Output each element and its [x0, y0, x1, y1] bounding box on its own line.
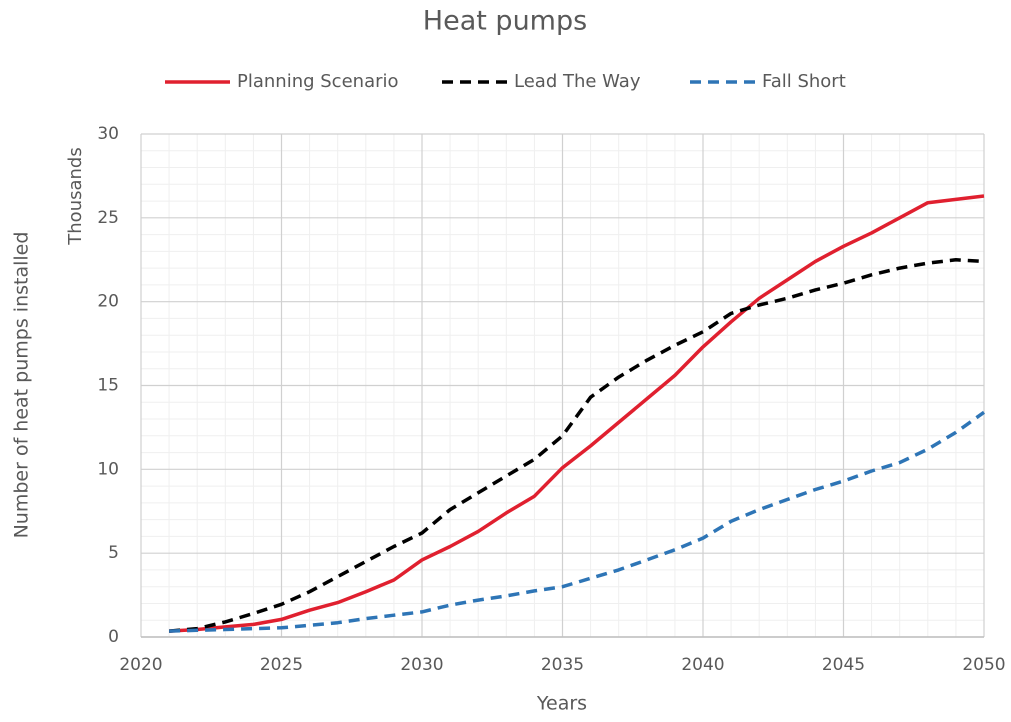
x-tick-label: 2035 [541, 655, 584, 675]
y-tick-label: 5 [108, 543, 119, 563]
series-line [168, 258, 985, 633]
legend-label: Planning Scenario [237, 71, 399, 92]
series-line [169, 410, 986, 633]
y-unit-label: Thousands [65, 147, 86, 245]
x-tick-label: 2020 [119, 655, 162, 675]
x-tick-label: 2030 [400, 655, 443, 675]
y-tick-label: 15 [97, 376, 119, 396]
y-tick-label: 20 [97, 292, 119, 312]
y-tick-label: 10 [97, 459, 119, 479]
x-tick-label: 2045 [822, 655, 865, 675]
y-axis-label: Number of heat pumps installed [11, 232, 33, 539]
legend-label: Lead The Way [514, 71, 641, 92]
y-tick-label: 25 [97, 208, 119, 228]
y-tick-label: 30 [97, 124, 119, 144]
x-tick-label: 2040 [681, 655, 724, 675]
x-tick-label: 2025 [260, 655, 303, 675]
legend-label: Fall Short [762, 71, 846, 92]
x-axis-label: Years [536, 693, 587, 715]
series-line [169, 194, 985, 633]
y-tick-label: 0 [108, 627, 119, 647]
chart-title: Heat pumps [423, 6, 587, 37]
x-tick-label: 2050 [962, 655, 1005, 675]
